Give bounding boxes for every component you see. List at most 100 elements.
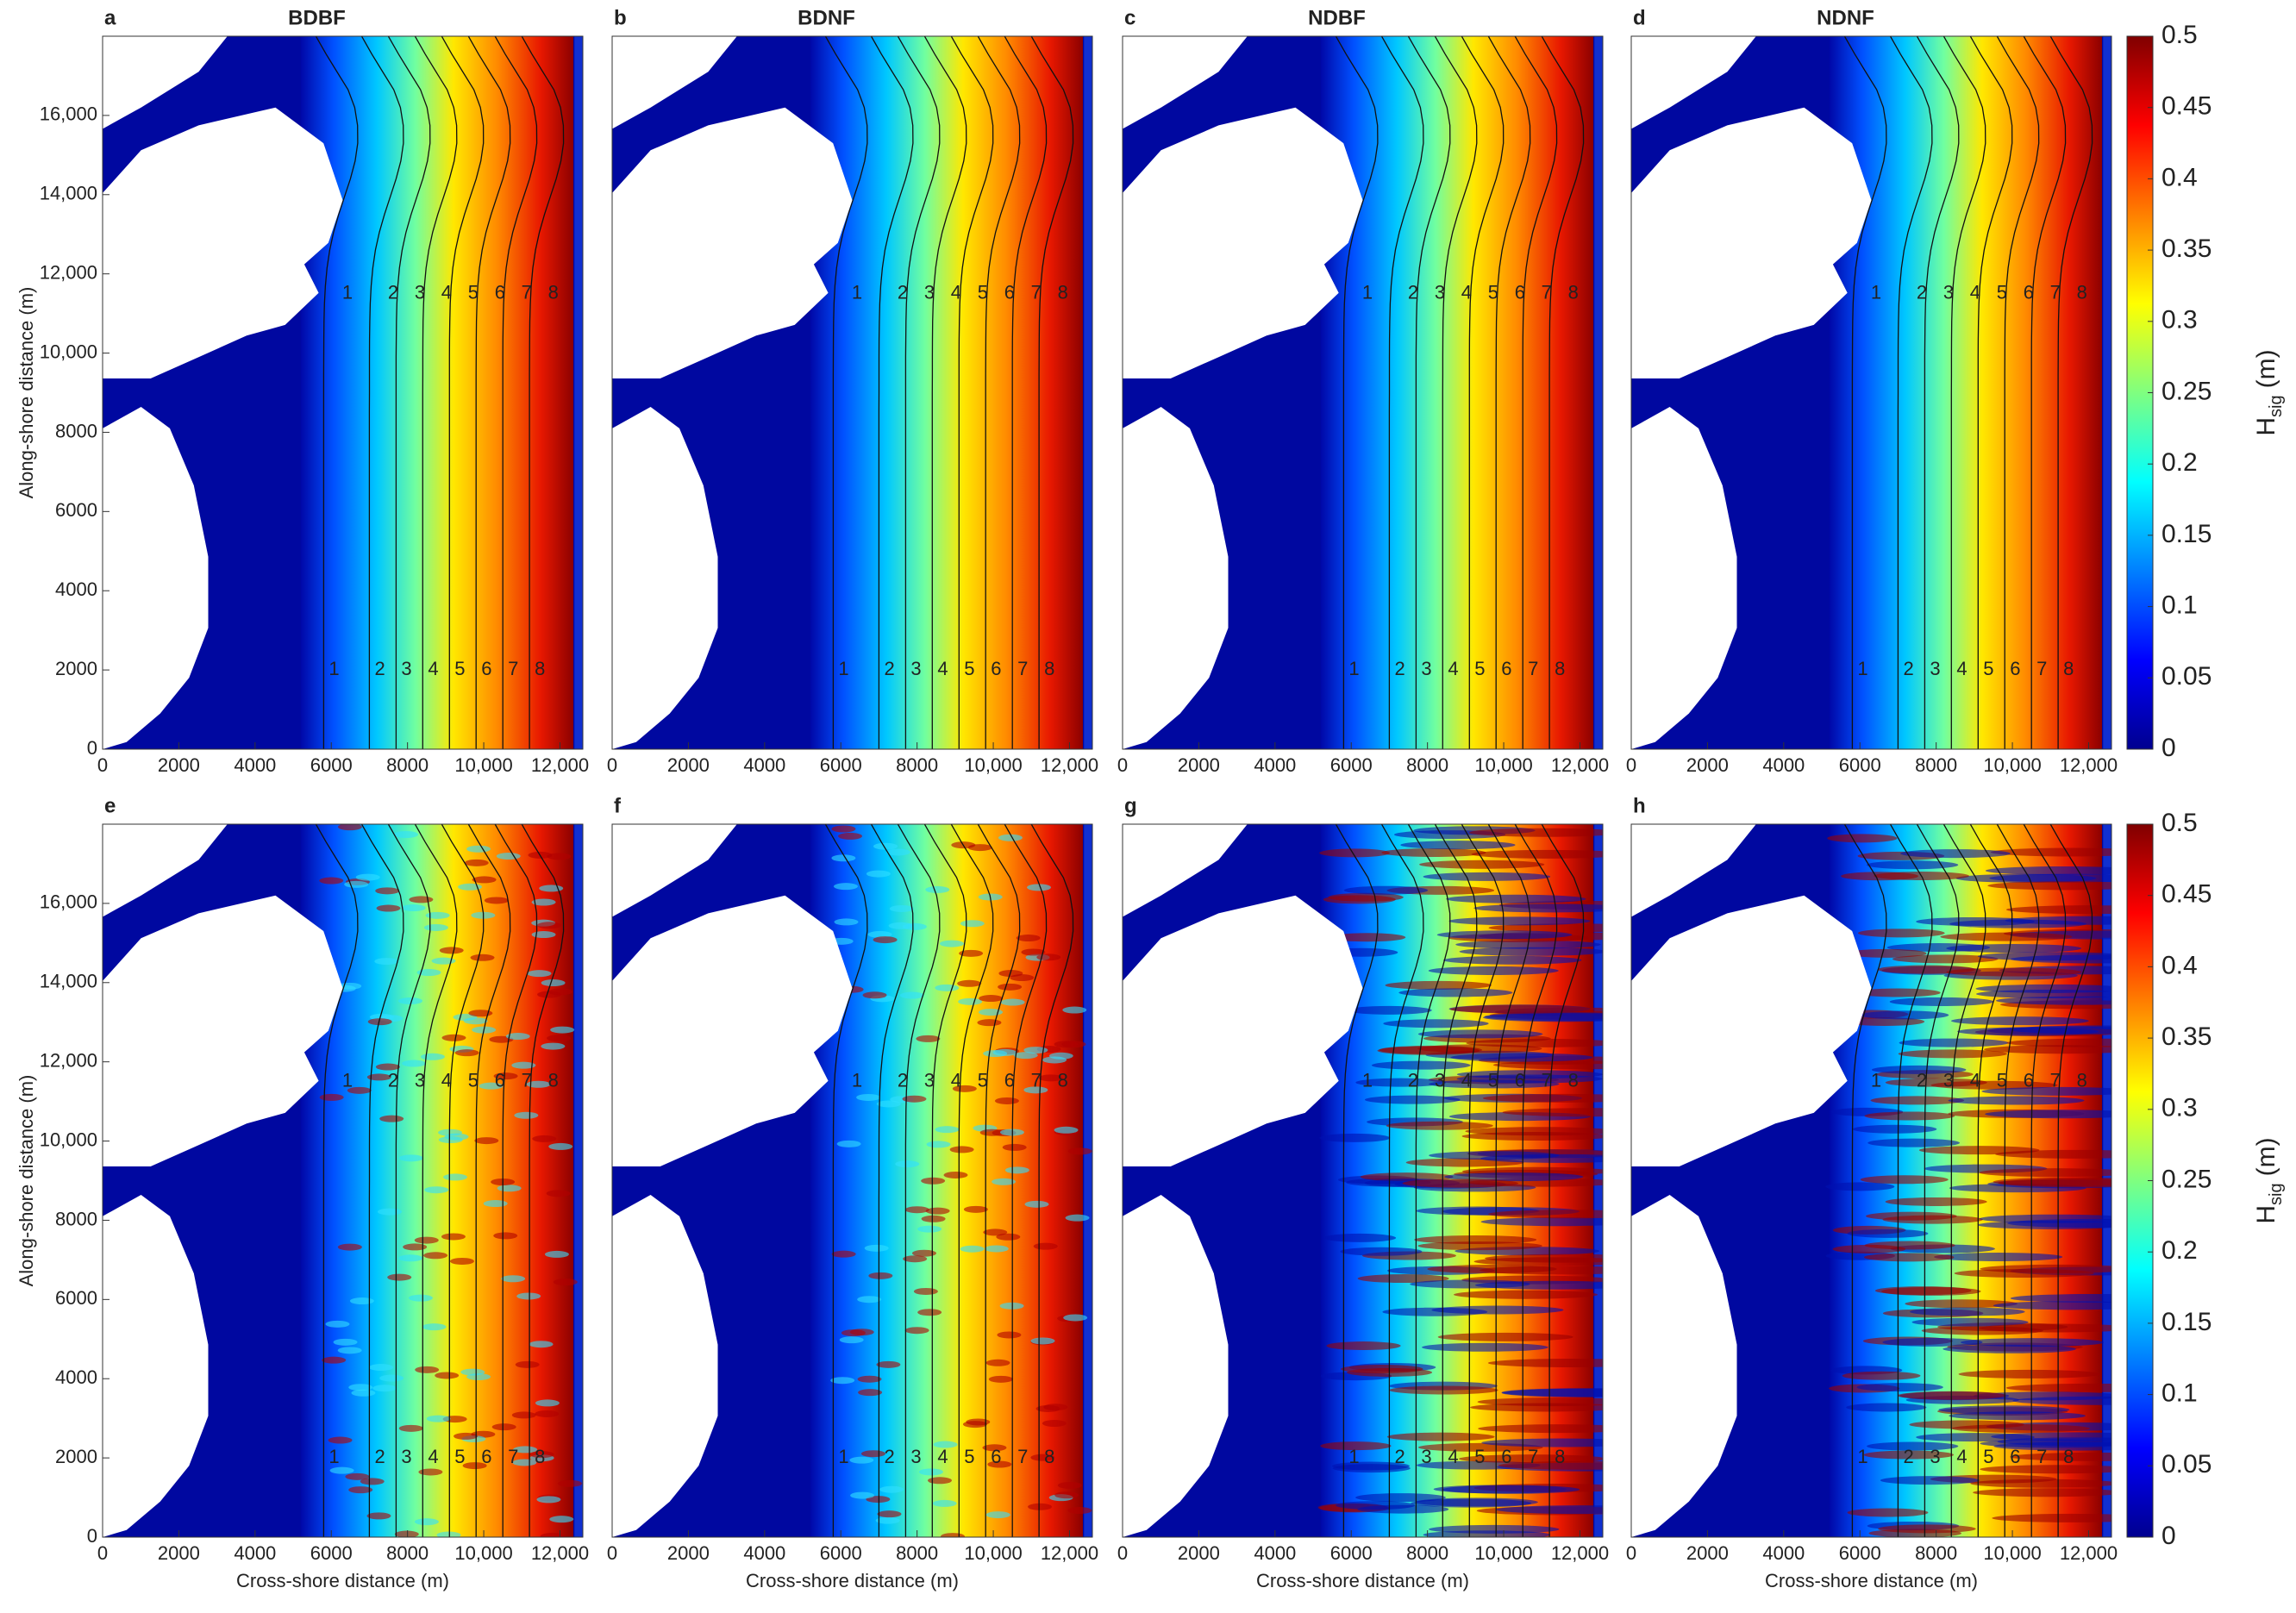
texture: [873, 936, 898, 944]
contour-label: 1: [328, 1446, 339, 1467]
contour-label: 5: [1488, 1069, 1498, 1091]
field: [1631, 824, 2111, 1537]
texture: [1898, 1049, 2008, 1059]
texture: [987, 1460, 1012, 1468]
texture: [862, 991, 887, 999]
contour-label: 3: [1943, 1069, 1954, 1091]
texture: [1417, 1029, 1543, 1039]
contour-label: 3: [1435, 1069, 1445, 1091]
texture: [397, 997, 422, 1005]
texture: [918, 1468, 943, 1476]
contour-label: 3: [910, 658, 921, 679]
texture: [1885, 1078, 1987, 1087]
texture: [1880, 1476, 1980, 1485]
texture: [1473, 903, 1603, 913]
contour-label: 7: [2036, 658, 2047, 679]
texture: [540, 1532, 565, 1537]
colorbar-tick-label: 0.35: [2161, 234, 2212, 263]
texture: [539, 885, 564, 892]
x-tick-label: 12,000: [1041, 754, 1098, 776]
texture: [1023, 1047, 1048, 1054]
texture: [838, 832, 863, 840]
texture: [1343, 885, 1429, 895]
texture: [474, 1137, 499, 1145]
texture: [1385, 980, 1492, 990]
land: [1631, 895, 1872, 1166]
texture: [1485, 1254, 1603, 1263]
y-tick-label: 6000: [55, 499, 97, 521]
texture: [1450, 1053, 1593, 1062]
x-tick-label: 4000: [1254, 1542, 1296, 1564]
texture: [857, 1296, 882, 1304]
texture: [366, 1512, 391, 1520]
contour-label: 6: [1515, 1069, 1525, 1091]
texture: [497, 1185, 522, 1192]
contour-label: 7: [2050, 281, 2061, 303]
texture: [549, 1516, 574, 1523]
texture: [443, 1173, 468, 1181]
texture: [1847, 1229, 1929, 1238]
contour-label: 5: [978, 1069, 988, 1091]
texture: [895, 1160, 920, 1168]
contour-line: [870, 824, 914, 1537]
texture: [1021, 948, 1046, 956]
texture: [2006, 1038, 2111, 1047]
texture: [860, 1450, 885, 1458]
wave-field: [1829, 36, 2102, 749]
colorbar-tick-label: 0.35: [2161, 1022, 2212, 1051]
texture: [1357, 1274, 1449, 1284]
texture: [322, 1356, 347, 1364]
texture: [547, 853, 572, 860]
contour-label: 2: [388, 281, 398, 303]
land: [103, 824, 228, 917]
texture: [917, 1309, 942, 1316]
texture: [398, 1154, 423, 1162]
contour-label: 8: [1058, 281, 1068, 303]
texture: [1067, 1507, 1092, 1515]
texture: [366, 1073, 391, 1081]
texture: [952, 1085, 977, 1092]
texture: [1371, 1060, 1471, 1070]
plot-frame: [1630, 823, 2112, 1538]
texture: [1970, 1479, 2111, 1488]
land: [103, 107, 343, 378]
texture: [977, 1019, 1002, 1027]
colorbar-label-part: H: [2252, 1205, 2280, 1224]
texture: [547, 1035, 572, 1042]
contour-line: [414, 36, 458, 749]
texture: [1943, 1344, 2076, 1354]
contour-line: [1030, 824, 1074, 1537]
boundary-strip: [574, 824, 583, 1537]
texture: [423, 1252, 448, 1260]
texture: [876, 1360, 901, 1368]
x-tick-label: 4000: [1254, 754, 1296, 776]
texture: [1980, 1465, 2111, 1474]
texture: [458, 883, 483, 891]
x-tick-label: 4000: [743, 754, 785, 776]
texture: [1389, 1385, 1498, 1395]
colorbar-tick-label: 0.15: [2161, 520, 2212, 548]
texture: [511, 1061, 536, 1069]
texture: [1444, 1172, 1584, 1182]
texture: [1950, 1016, 2089, 1026]
contour-label: 2: [374, 658, 385, 679]
texture: [933, 1441, 958, 1448]
texture: [541, 1042, 566, 1050]
contour-label: 2: [1394, 658, 1405, 679]
texture: [1841, 872, 1918, 881]
land: [1123, 36, 1248, 129]
texture: [529, 1341, 554, 1348]
texture: [1429, 1079, 1560, 1089]
texture: [1909, 1307, 2025, 1316]
contour-label: 1: [328, 658, 339, 679]
texture: [867, 930, 892, 938]
colorbar-label-part: H: [2252, 417, 2280, 436]
contour-line: [2023, 36, 2067, 749]
contour-line: [870, 36, 914, 749]
texture: [425, 911, 450, 919]
texture: [1502, 1108, 1603, 1117]
x-tick-label: 10,000: [1474, 754, 1532, 776]
contour-label: 2: [1903, 1446, 1913, 1467]
texture: [374, 958, 399, 966]
